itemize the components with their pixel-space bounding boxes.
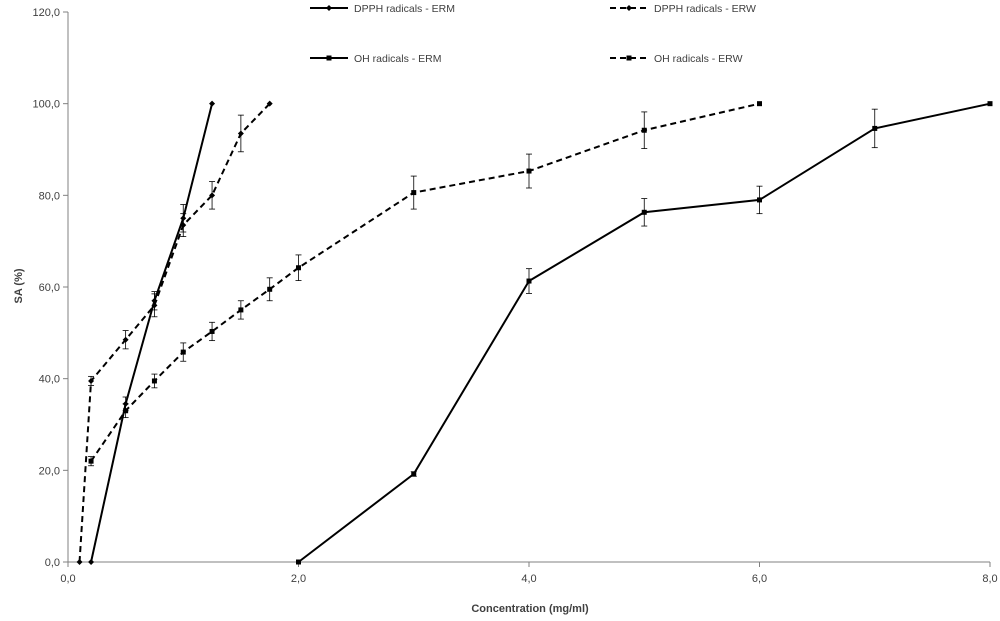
data-point bbox=[757, 101, 762, 107]
data-point bbox=[123, 408, 129, 414]
data-point bbox=[757, 197, 762, 203]
data-point bbox=[180, 222, 187, 229]
legend-label: OH radicals - ERW bbox=[654, 53, 743, 65]
data-point bbox=[180, 349, 186, 355]
series-line bbox=[90, 103, 214, 563]
data-point bbox=[641, 209, 647, 215]
series-line bbox=[78, 102, 271, 563]
legend-marker bbox=[326, 5, 332, 11]
legend-marker bbox=[326, 55, 332, 61]
legend-item: DPPH radicals - ERM bbox=[310, 3, 455, 15]
data-point bbox=[209, 328, 215, 334]
x-tick-label: 4,0 bbox=[521, 573, 536, 585]
series-line bbox=[90, 102, 760, 462]
series-2 bbox=[76, 100, 273, 565]
data-point bbox=[296, 559, 301, 565]
legend-marker bbox=[626, 5, 632, 11]
legend-label: OH radicals - ERM bbox=[354, 53, 442, 65]
legend-item: DPPH radicals - ERW bbox=[610, 3, 756, 15]
legend-item: OH radicals - ERM bbox=[310, 53, 442, 65]
legend-item: OH radicals - ERW bbox=[610, 53, 743, 65]
x-tick-label: 2,0 bbox=[291, 573, 306, 585]
data-point bbox=[122, 336, 129, 343]
data-point bbox=[209, 192, 216, 199]
data-point bbox=[526, 278, 532, 284]
series-1 bbox=[88, 100, 216, 565]
legend-label: DPPH radicals - ERM bbox=[354, 3, 455, 15]
data-point bbox=[88, 458, 94, 464]
y-axis-label: SA (%) bbox=[13, 268, 25, 303]
data-point bbox=[411, 471, 417, 477]
series-3 bbox=[296, 101, 993, 565]
data-point bbox=[872, 125, 878, 131]
data-point bbox=[237, 130, 244, 137]
data-point bbox=[296, 265, 301, 271]
data-point bbox=[151, 378, 157, 384]
chart-legend: DPPH radicals - ERM DPPH radicals - ERW OH… bbox=[310, 3, 756, 65]
data-point bbox=[88, 559, 95, 565]
data-point bbox=[411, 190, 417, 196]
data-point bbox=[151, 302, 158, 309]
chart-axes: 0,0 2,0 4,0 6,0 8,0 0,0 20,0 40,0 60,0 80,0 100,0 1… bbox=[32, 7, 997, 585]
legend-label: DPPH radicals - ERW bbox=[654, 3, 756, 15]
y-tick-label: 120,0 bbox=[32, 7, 60, 19]
data-point bbox=[76, 559, 83, 565]
y-tick-label: 20,0 bbox=[39, 465, 60, 477]
data-point bbox=[209, 100, 216, 107]
data-point bbox=[526, 168, 532, 174]
series-line bbox=[297, 102, 991, 563]
data-point bbox=[267, 286, 273, 292]
x-axis-label: Concentration (mg/ml) bbox=[471, 603, 589, 615]
y-tick-label: 100,0 bbox=[32, 99, 60, 111]
x-tick-label: 0,0 bbox=[60, 573, 75, 585]
series-4 bbox=[88, 101, 762, 467]
y-tick-label: 0,0 bbox=[45, 557, 60, 569]
legend-marker bbox=[626, 55, 632, 61]
y-tick-label: 60,0 bbox=[39, 282, 60, 294]
data-point bbox=[266, 100, 273, 107]
x-tick-label: 8,0 bbox=[982, 573, 997, 585]
x-tick-label: 6,0 bbox=[752, 573, 767, 585]
chart-series-layer bbox=[76, 100, 993, 565]
data-point bbox=[88, 377, 95, 384]
data-point bbox=[641, 127, 647, 133]
y-tick-label: 80,0 bbox=[39, 190, 60, 202]
y-tick-label: 40,0 bbox=[39, 374, 60, 386]
data-point bbox=[238, 307, 244, 313]
data-point bbox=[987, 101, 993, 107]
